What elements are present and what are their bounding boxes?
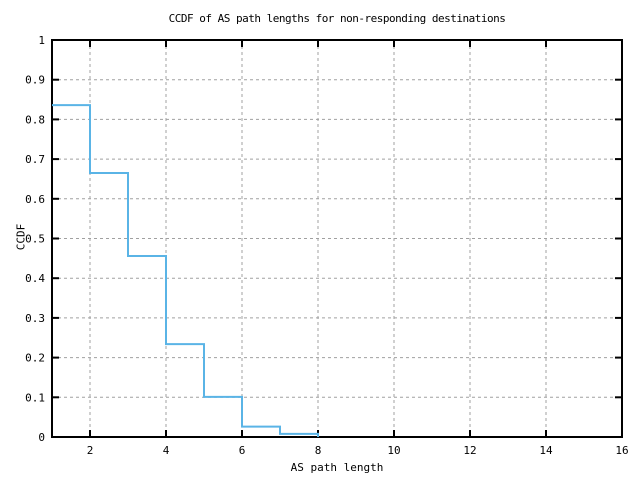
- y-tick-label: 0.5: [25, 233, 45, 246]
- y-tick-label: 0.3: [25, 312, 45, 325]
- x-tick-label: 16: [615, 444, 628, 457]
- y-axis-label: CCDF: [14, 223, 28, 251]
- x-tick-labels: 2 4 6 8 10 12 14 16: [87, 444, 629, 457]
- x-tick-label: 8: [315, 444, 322, 457]
- y-tick-label: 0.8: [25, 113, 45, 126]
- y-tick-label: 0.7: [25, 153, 45, 166]
- y-tick-label: 1: [38, 34, 45, 47]
- x-tick-label: 12: [463, 444, 476, 457]
- ccdf-step-line: [52, 104, 319, 437]
- x-axis-label: AS path length: [290, 461, 384, 474]
- y-tick-label: 0: [38, 431, 45, 444]
- plot-border: [51, 39, 623, 438]
- y-tick-label: 0.6: [25, 193, 45, 206]
- y-tick-label: 0.1: [25, 391, 45, 404]
- x-tick-label: 2: [87, 444, 94, 457]
- x-tick-label: 4: [163, 444, 170, 457]
- x-tick-label: 14: [539, 444, 553, 457]
- y-tick-label: 0.9: [25, 74, 45, 87]
- chart-title: CCDF of AS path lengths for non-respondi…: [168, 12, 506, 25]
- y-tick-label: 0.4: [25, 272, 45, 285]
- y-tick-labels: 0 0.1 0.2 0.3 0.4 0.5 0.6 0.7 0.8 0.9 1: [25, 34, 45, 444]
- y-tick-label: 0.2: [25, 352, 45, 365]
- gridlines: [52, 40, 622, 437]
- x-tick-label: 6: [239, 444, 246, 457]
- x-tick-label: 10: [387, 444, 400, 457]
